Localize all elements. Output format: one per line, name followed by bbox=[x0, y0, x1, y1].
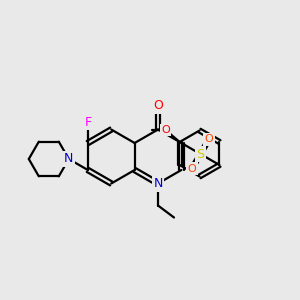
Text: S: S bbox=[196, 148, 204, 160]
Text: O: O bbox=[161, 125, 170, 135]
Text: O: O bbox=[188, 164, 196, 174]
Text: N: N bbox=[153, 177, 163, 190]
Text: O: O bbox=[153, 99, 163, 112]
Text: O: O bbox=[205, 134, 213, 144]
Text: N: N bbox=[64, 152, 74, 166]
Text: F: F bbox=[84, 116, 92, 128]
